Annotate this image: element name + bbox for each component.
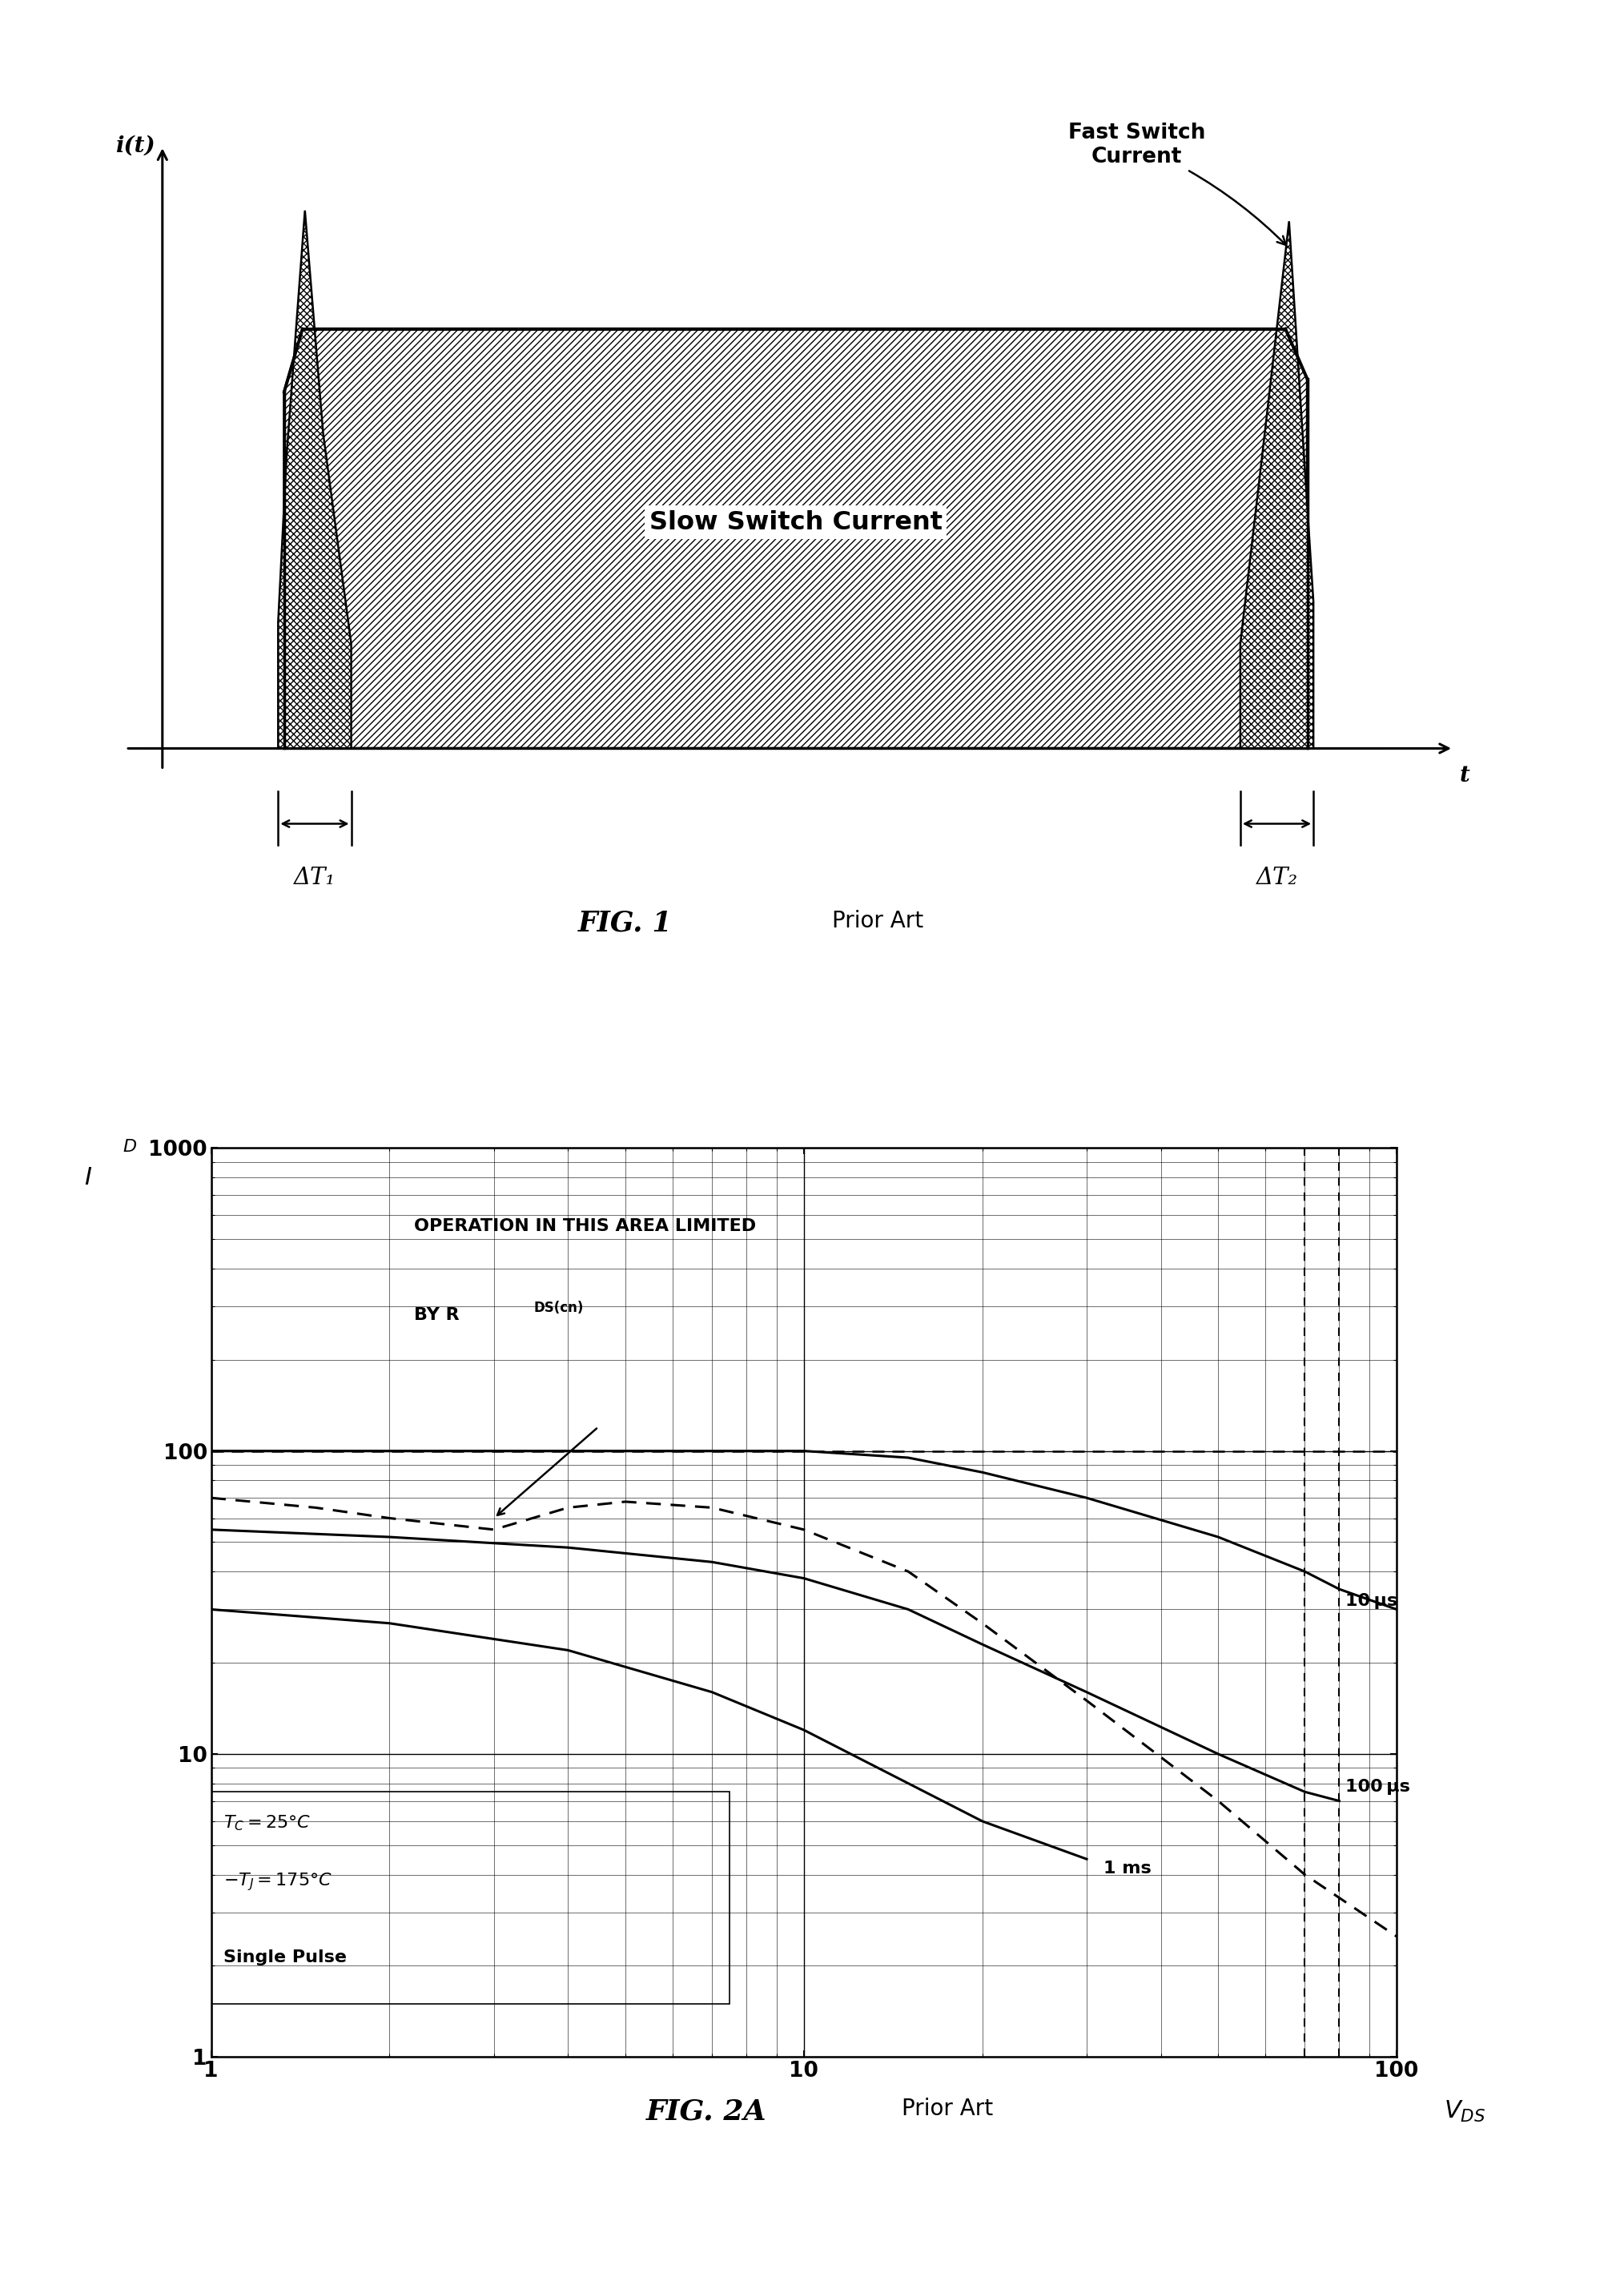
Polygon shape	[1241, 220, 1314, 748]
Text: 100 μs: 100 μs	[1346, 1780, 1410, 1796]
Text: BY R: BY R	[414, 1307, 460, 1323]
Polygon shape	[284, 330, 1307, 748]
Text: DS(cn): DS(cn)	[534, 1300, 583, 1316]
Text: OPERATION IN THIS AREA LIMITED: OPERATION IN THIS AREA LIMITED	[414, 1218, 757, 1234]
Text: ΔT₁: ΔT₁	[294, 866, 336, 889]
Text: FIG. 1: FIG. 1	[578, 909, 672, 936]
Polygon shape	[278, 211, 351, 748]
Text: $V_{DS}$: $V_{DS}$	[1444, 2100, 1486, 2123]
Text: FIG. 2A: FIG. 2A	[646, 2098, 767, 2125]
Text: $D$: $D$	[122, 1139, 136, 1155]
Text: Single Pulse: Single Pulse	[224, 1950, 348, 1966]
Text: Fast Switch
Current: Fast Switch Current	[1069, 123, 1286, 245]
Text: ΔT₂: ΔT₂	[1255, 866, 1298, 889]
Text: Slow Switch Current: Slow Switch Current	[650, 509, 942, 534]
Text: Prior Art: Prior Art	[831, 909, 924, 932]
Text: 1 ms: 1 ms	[1103, 1859, 1151, 1875]
Text: $I$: $I$	[84, 1166, 93, 1189]
Bar	[211, 1791, 729, 2005]
Text: 10 μs: 10 μs	[1346, 1593, 1398, 1609]
Text: t: t	[1460, 764, 1470, 786]
Text: $T_C = 25°C$: $T_C = 25°C$	[224, 1814, 312, 1832]
Text: $-T_J = 175°C$: $-T_J = 175°C$	[224, 1871, 333, 1891]
Text: Prior Art: Prior Art	[901, 2098, 992, 2121]
Text: i(t): i(t)	[115, 134, 156, 157]
